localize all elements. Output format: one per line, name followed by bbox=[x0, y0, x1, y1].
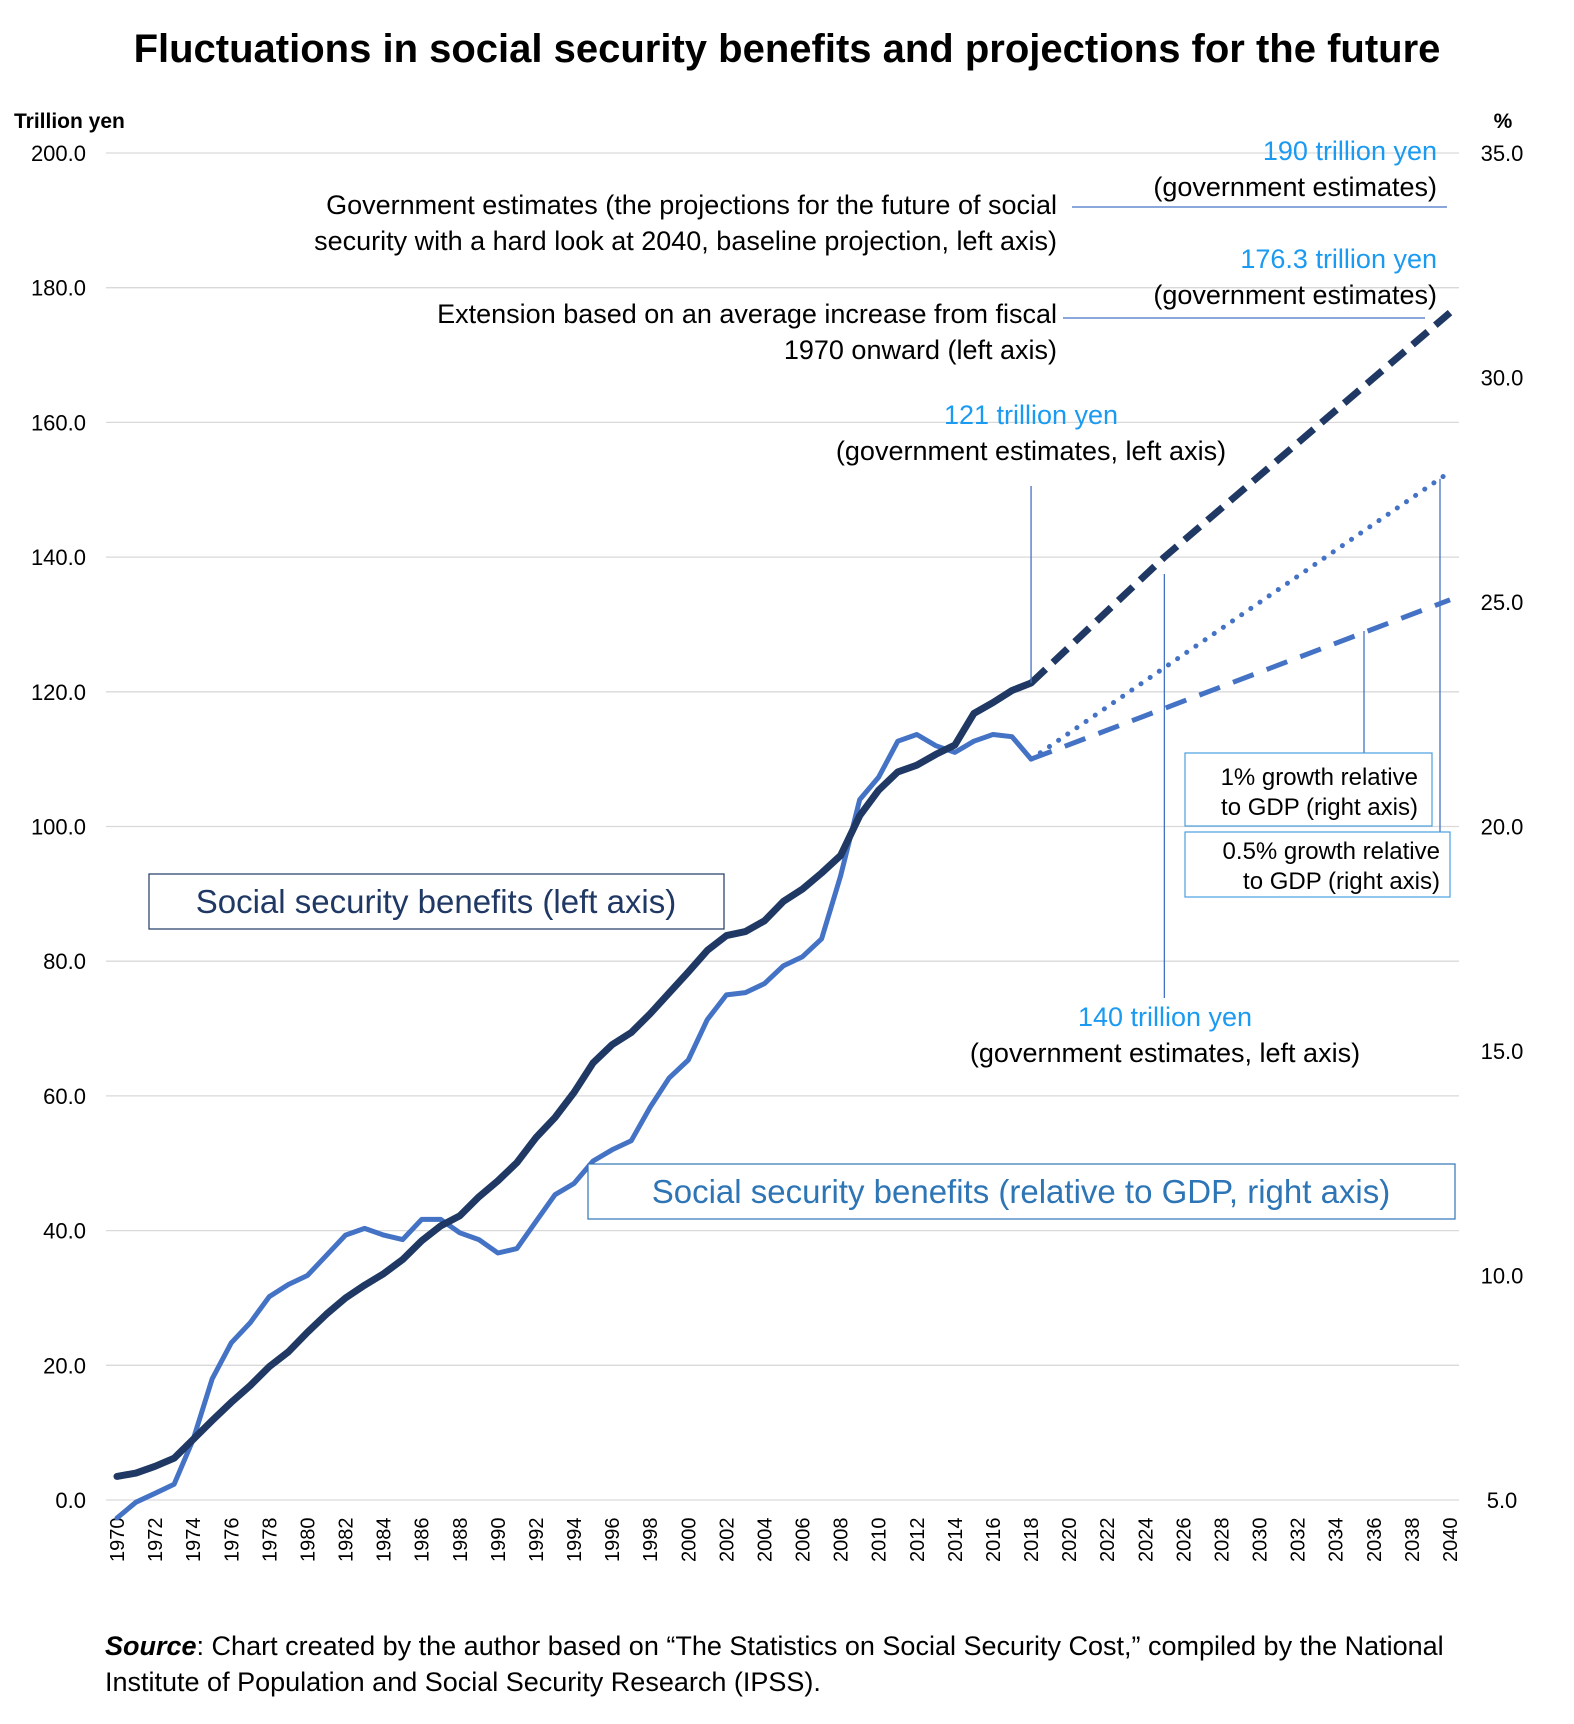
x-tick-label: 2008 bbox=[831, 1518, 853, 1563]
left-tick-label: 80.0 bbox=[43, 949, 86, 974]
x-tick-label: 2028 bbox=[1211, 1518, 1233, 1563]
x-tick-label: 1998 bbox=[640, 1518, 662, 1563]
series-line-2 bbox=[1028, 309, 1453, 686]
annotation-gov-2040-desc-1: Government estimates (the projections fo… bbox=[326, 190, 1057, 220]
x-tick-label: 1970 bbox=[107, 1518, 129, 1563]
source-text: : Chart created by the author based on “… bbox=[105, 1631, 1444, 1697]
x-tick-label: 2026 bbox=[1173, 1518, 1195, 1563]
legend-right-series: Social security benefits (relative to GD… bbox=[652, 1173, 1391, 1210]
right-tick-label: 20.0 bbox=[1481, 815, 1524, 840]
right-tick-label: 30.0 bbox=[1481, 366, 1524, 391]
x-tick-label: 2000 bbox=[678, 1518, 700, 1563]
legend-box-left-series bbox=[148, 873, 725, 930]
source-note: Source: Chart created by the author base… bbox=[105, 1628, 1465, 1700]
right-tick-label: 5.0 bbox=[1487, 1488, 1518, 1513]
legend-left-series: Social security benefits (left axis) bbox=[196, 883, 677, 920]
x-tick-label: 2018 bbox=[1021, 1518, 1043, 1563]
x-axis-ticks: 1970 1972 1974 1976 1978 1980 1982 1984 1986 1988… bbox=[107, 1518, 1462, 1563]
x-tick-label: 1986 bbox=[412, 1518, 434, 1563]
x-tick-label: 1982 bbox=[336, 1518, 358, 1563]
source-label: Source bbox=[105, 1631, 197, 1661]
x-tick-label: 2002 bbox=[716, 1518, 738, 1563]
series-line-3 bbox=[1028, 469, 1453, 762]
x-tick-label: 2022 bbox=[1097, 1518, 1119, 1563]
x-tick-label: 1994 bbox=[564, 1518, 586, 1563]
legend-box-right-series bbox=[587, 1163, 1456, 1220]
left-tick-label: 200.0 bbox=[31, 141, 86, 166]
x-tick-label: 1980 bbox=[297, 1518, 319, 1563]
x-tick-label: 1972 bbox=[145, 1518, 167, 1563]
annotation-gov-2040-desc-2: security with a hard look at 2040, basel… bbox=[314, 226, 1057, 256]
series-line-4 bbox=[1030, 597, 1451, 762]
left-tick-label: 40.0 bbox=[43, 1219, 86, 1244]
x-tick-label: 2030 bbox=[1250, 1518, 1272, 1563]
x-tick-label: 1990 bbox=[488, 1518, 510, 1563]
right-tick-label: 25.0 bbox=[1481, 590, 1524, 615]
right-tick-label: 15.0 bbox=[1481, 1039, 1524, 1064]
annotation-176-value: 176.3 trillion yen bbox=[1240, 244, 1437, 274]
chart-title: Fluctuations in social security benefits… bbox=[134, 27, 1441, 71]
leader-lines bbox=[1030, 206, 1447, 998]
series-group bbox=[113, 309, 1453, 1521]
x-tick-label: 2040 bbox=[1440, 1518, 1462, 1563]
annotation-140-value: 140 trillion yen bbox=[1078, 1002, 1252, 1032]
box-1pct-line1: 1% growth relative bbox=[1221, 764, 1418, 791]
box-1pct-line2: to GDP (right axis) bbox=[1221, 794, 1418, 821]
left-tick-label: 120.0 bbox=[31, 680, 86, 705]
x-tick-label: 1984 bbox=[374, 1518, 396, 1563]
left-tick-label: 160.0 bbox=[31, 410, 86, 435]
left-tick-label: 180.0 bbox=[31, 276, 86, 301]
right-tick-label: 10.0 bbox=[1481, 1264, 1524, 1289]
x-tick-label: 2016 bbox=[983, 1518, 1005, 1563]
x-tick-label: 2004 bbox=[754, 1518, 776, 1563]
left-tick-label: 100.0 bbox=[31, 815, 86, 840]
left-tick-label: 60.0 bbox=[43, 1084, 86, 1109]
left-tick-label: 20.0 bbox=[43, 1353, 86, 1378]
series-line-0 bbox=[113, 679, 1035, 1480]
x-tick-label: 1992 bbox=[526, 1518, 548, 1563]
x-tick-label: 2024 bbox=[1135, 1518, 1157, 1563]
x-tick-label: 2038 bbox=[1402, 1518, 1424, 1563]
annotation-121-sub: (government estimates, left axis) bbox=[836, 436, 1226, 466]
annotation-140-sub: (government estimates, left axis) bbox=[970, 1038, 1360, 1068]
x-tick-label: 2010 bbox=[869, 1518, 891, 1563]
x-tick-label: 2034 bbox=[1326, 1518, 1348, 1563]
annotation-extension-desc-2: 1970 onward (left axis) bbox=[784, 335, 1057, 365]
x-tick-label: 2032 bbox=[1288, 1518, 1310, 1563]
right-axis-unit: % bbox=[1494, 110, 1513, 133]
left-axis-ticks: 0.0 20.0 40.0 60.0 80.0 100.0 120.0 140.0 160.0 1… bbox=[31, 141, 86, 1513]
x-tick-label: 2036 bbox=[1364, 1518, 1386, 1563]
x-tick-label: 2020 bbox=[1059, 1518, 1081, 1563]
left-tick-label: 140.0 bbox=[31, 545, 86, 570]
x-tick-label: 1988 bbox=[450, 1518, 472, 1563]
box-05pct-line1: 0.5% growth relative bbox=[1223, 838, 1440, 865]
gridlines bbox=[106, 152, 1459, 1501]
x-tick-label: 1976 bbox=[221, 1518, 243, 1563]
box-05pct bbox=[1184, 831, 1451, 898]
annotation-extension-desc-1: Extension based on an average increase f… bbox=[437, 299, 1057, 329]
left-axis-unit: Trillion yen bbox=[14, 110, 125, 133]
x-tick-label: 1996 bbox=[602, 1518, 624, 1563]
right-axis-ticks: 5.0 10.0 15.0 20.0 25.0 30.0 35.0 bbox=[1481, 141, 1524, 1513]
box-05pct-line2: to GDP (right axis) bbox=[1243, 868, 1440, 895]
annotation-121-value: 121 trillion yen bbox=[944, 400, 1118, 430]
x-tick-label: 2012 bbox=[907, 1518, 929, 1563]
x-tick-label: 1974 bbox=[183, 1518, 205, 1563]
x-tick-label: 1978 bbox=[259, 1518, 281, 1563]
annotation-176-sub: (government estimates) bbox=[1153, 280, 1437, 310]
box-1pct bbox=[1184, 752, 1433, 827]
annotation-190-sub: (government estimates) bbox=[1153, 172, 1437, 202]
left-tick-label: 0.0 bbox=[55, 1488, 86, 1513]
annotation-190-value: 190 trillion yen bbox=[1263, 136, 1437, 166]
x-tick-label: 2006 bbox=[793, 1518, 815, 1563]
right-tick-label: 35.0 bbox=[1481, 141, 1524, 166]
series-line-1 bbox=[114, 732, 1034, 1521]
x-tick-label: 2014 bbox=[945, 1518, 967, 1563]
